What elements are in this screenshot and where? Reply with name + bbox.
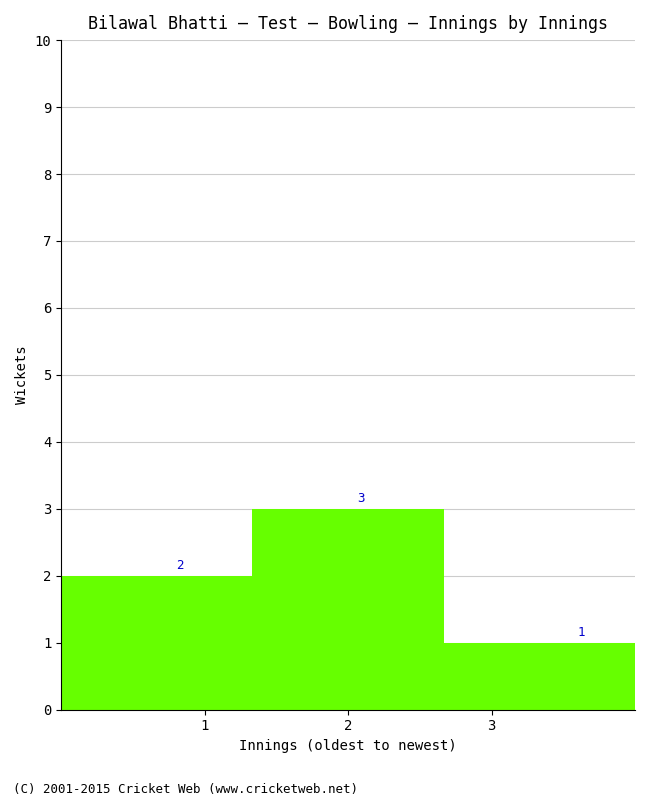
Bar (61, 576, 252, 710)
Text: (C) 2001-2015 Cricket Web (www.cricketweb.net): (C) 2001-2015 Cricket Web (www.cricketwe… (13, 783, 358, 796)
Bar (252, 509, 444, 710)
X-axis label: Innings (oldest to newest): Innings (oldest to newest) (239, 739, 457, 753)
Text: 1: 1 (578, 626, 585, 639)
Y-axis label: Wickets: Wickets (15, 346, 29, 404)
Text: 2: 2 (176, 559, 183, 573)
Text: 3: 3 (358, 493, 365, 506)
Title: Bilawal Bhatti – Test – Bowling – Innings by Innings: Bilawal Bhatti – Test – Bowling – Inning… (88, 15, 608, 33)
Bar (444, 642, 635, 710)
